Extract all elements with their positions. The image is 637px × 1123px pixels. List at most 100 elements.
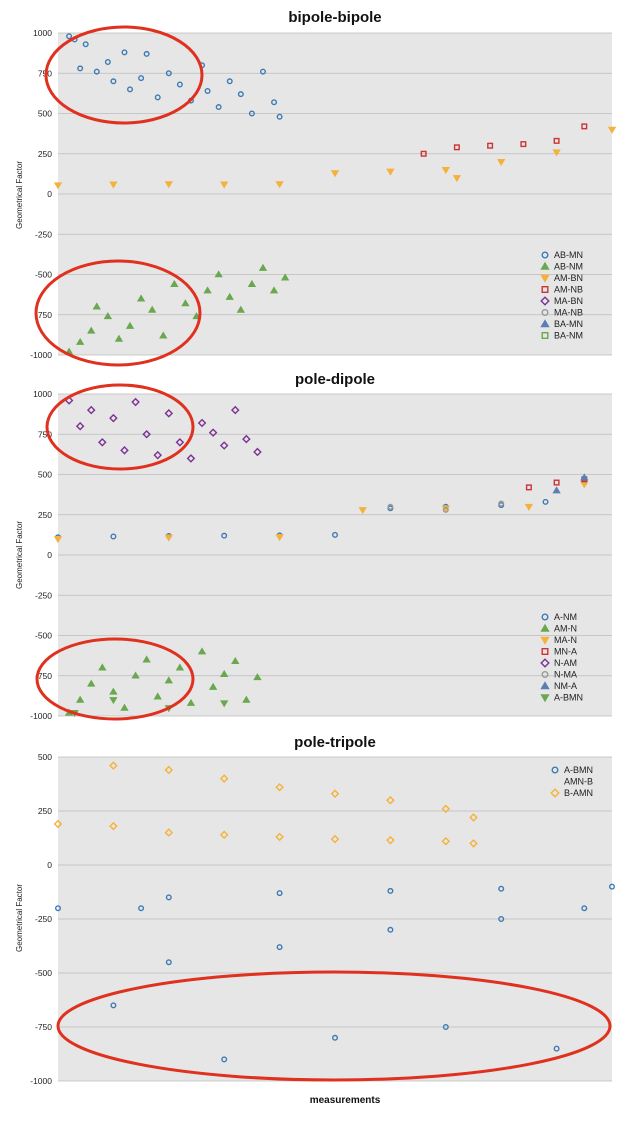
data-point: [276, 944, 283, 951]
data-point: [165, 959, 172, 966]
data-point: [230, 405, 240, 415]
legend-label: MN-A: [554, 647, 577, 657]
legend-marker: [551, 778, 559, 786]
y-tick-label: 1000: [33, 28, 52, 38]
data-point: [442, 1023, 449, 1030]
chart-title: pole-dipole: [295, 371, 375, 388]
legend-label: AM-BN: [554, 273, 583, 283]
y-tick-label: 750: [38, 429, 52, 439]
y-tick-label: -750: [35, 1022, 52, 1032]
legend-marker: [540, 623, 550, 632]
data-point: [247, 279, 257, 287]
highlight-ellipse: [34, 259, 202, 367]
y-tick-label: -1000: [30, 1076, 52, 1086]
legend-label: MA-BN: [554, 296, 583, 306]
data-point: [120, 446, 129, 455]
data-point: [66, 33, 73, 40]
data-point: [121, 49, 128, 56]
legend-marker: [540, 636, 550, 645]
data-point: [220, 700, 229, 708]
data-point: [165, 70, 172, 77]
data-point: [275, 832, 284, 842]
data-point: [109, 687, 118, 695]
series-n-am: [64, 396, 262, 463]
data-point: [181, 299, 190, 307]
data-point: [258, 263, 268, 271]
y-tick-label: 250: [38, 510, 52, 520]
data-point: [110, 1002, 117, 1009]
data-point: [77, 65, 84, 72]
data-point: [498, 885, 505, 892]
data-point: [192, 312, 201, 320]
y-tick-label: -250: [35, 914, 52, 924]
data-point: [386, 168, 395, 176]
series-am-bn: [53, 126, 617, 190]
y-tick-label: 250: [38, 806, 52, 816]
data-point: [387, 503, 394, 510]
data-point: [542, 498, 549, 505]
chart-panel-3: 500 250 0 -250 -500 -750 -1000 pole-tripole Geom…: [15, 734, 616, 1106]
legend-label: A-NM: [554, 612, 577, 622]
data-point: [143, 50, 150, 57]
data-point: [208, 682, 218, 690]
legend-label: N-AM: [554, 658, 577, 668]
legend-marker: [540, 658, 550, 668]
legend-label: AM-NB: [554, 285, 583, 295]
data-point: [280, 273, 290, 281]
data-point: [269, 286, 279, 294]
data-point: [164, 409, 174, 418]
legend-marker: [541, 286, 549, 294]
y-tick-label: -250: [35, 229, 52, 239]
legend-marker: [541, 613, 549, 621]
data-point: [148, 305, 157, 313]
series-ab-nm: [64, 263, 290, 355]
data-point: [110, 78, 117, 85]
legend-label: AM-N: [554, 624, 577, 634]
y-axis-label: Geometrical Factor: [15, 521, 24, 589]
data-point: [553, 479, 560, 486]
data-point: [498, 916, 505, 923]
series-am-n: [64, 647, 262, 716]
data-point: [220, 669, 229, 677]
y-tick-label: 250: [38, 149, 52, 159]
data-point: [259, 68, 266, 75]
data-point: [498, 500, 505, 507]
data-point: [138, 905, 145, 912]
data-point: [330, 789, 340, 799]
data-point: [86, 405, 96, 415]
data-point: [197, 418, 207, 428]
data-point: [136, 294, 146, 302]
data-point: [553, 1045, 560, 1052]
data-point: [164, 534, 173, 542]
data-point: [275, 534, 284, 542]
data-point: [441, 804, 451, 814]
data-point: [138, 75, 145, 82]
data-point: [82, 41, 89, 48]
data-point: [153, 450, 163, 460]
highlight-ellipse: [44, 25, 204, 125]
data-point: [552, 486, 561, 494]
data-point: [386, 795, 395, 805]
legend-label: N-MA: [554, 670, 577, 680]
data-point: [53, 819, 63, 829]
data-point: [75, 695, 85, 703]
y-axis-label: Geometrical Factor: [15, 161, 24, 229]
data-point: [275, 181, 284, 189]
legend-label: MA-NB: [554, 308, 583, 318]
data-point: [109, 821, 118, 831]
data-point: [226, 78, 233, 85]
data-point: [552, 149, 561, 157]
data-point: [236, 305, 245, 313]
y-tick-label: 0: [47, 189, 52, 199]
data-point: [154, 94, 161, 101]
highlight-ellipse: [56, 970, 612, 1082]
data-point: [197, 647, 207, 655]
legend-label: AB-MN: [554, 250, 583, 260]
data-point: [175, 438, 185, 447]
data-point: [142, 429, 151, 439]
legend-marker: [541, 309, 549, 317]
data-point: [87, 326, 96, 334]
data-point: [442, 506, 449, 513]
y-tick-label: 500: [38, 752, 52, 762]
